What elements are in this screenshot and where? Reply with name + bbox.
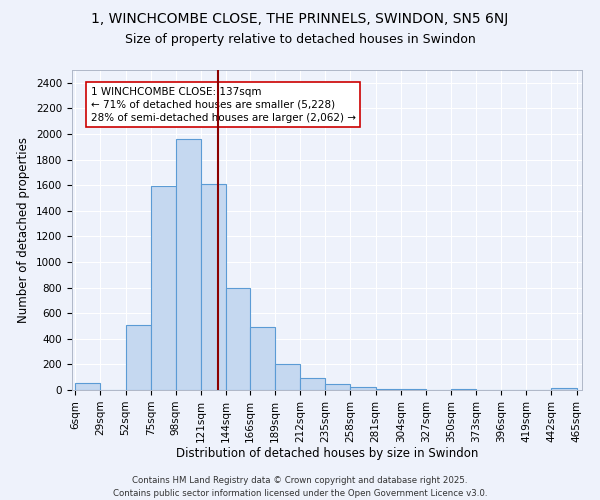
- Bar: [300, 378, 325, 390]
- Text: Size of property relative to detached houses in Swindon: Size of property relative to detached ho…: [125, 32, 475, 46]
- Bar: [275, 364, 300, 390]
- Text: 1, WINCHCOMBE CLOSE, THE PRINNELS, SWINDON, SN5 6NJ: 1, WINCHCOMBE CLOSE, THE PRINNELS, SWIND…: [91, 12, 509, 26]
- Text: 1 WINCHCOMBE CLOSE: 137sqm
← 71% of detached houses are smaller (5,228)
28% of s: 1 WINCHCOMBE CLOSE: 137sqm ← 71% of deta…: [91, 86, 356, 123]
- Bar: [75, 383, 100, 390]
- Bar: [376, 388, 401, 390]
- Bar: [151, 186, 176, 390]
- Bar: [201, 184, 226, 390]
- Bar: [551, 388, 577, 390]
- X-axis label: Distribution of detached houses by size in Swindon: Distribution of detached houses by size …: [176, 448, 478, 460]
- Bar: [176, 139, 201, 390]
- Bar: [325, 384, 350, 390]
- Bar: [125, 324, 151, 390]
- Bar: [226, 288, 250, 390]
- Bar: [250, 328, 275, 390]
- Text: Contains HM Land Registry data © Crown copyright and database right 2025.
Contai: Contains HM Land Registry data © Crown c…: [113, 476, 487, 498]
- Bar: [350, 387, 376, 390]
- Y-axis label: Number of detached properties: Number of detached properties: [17, 137, 31, 323]
